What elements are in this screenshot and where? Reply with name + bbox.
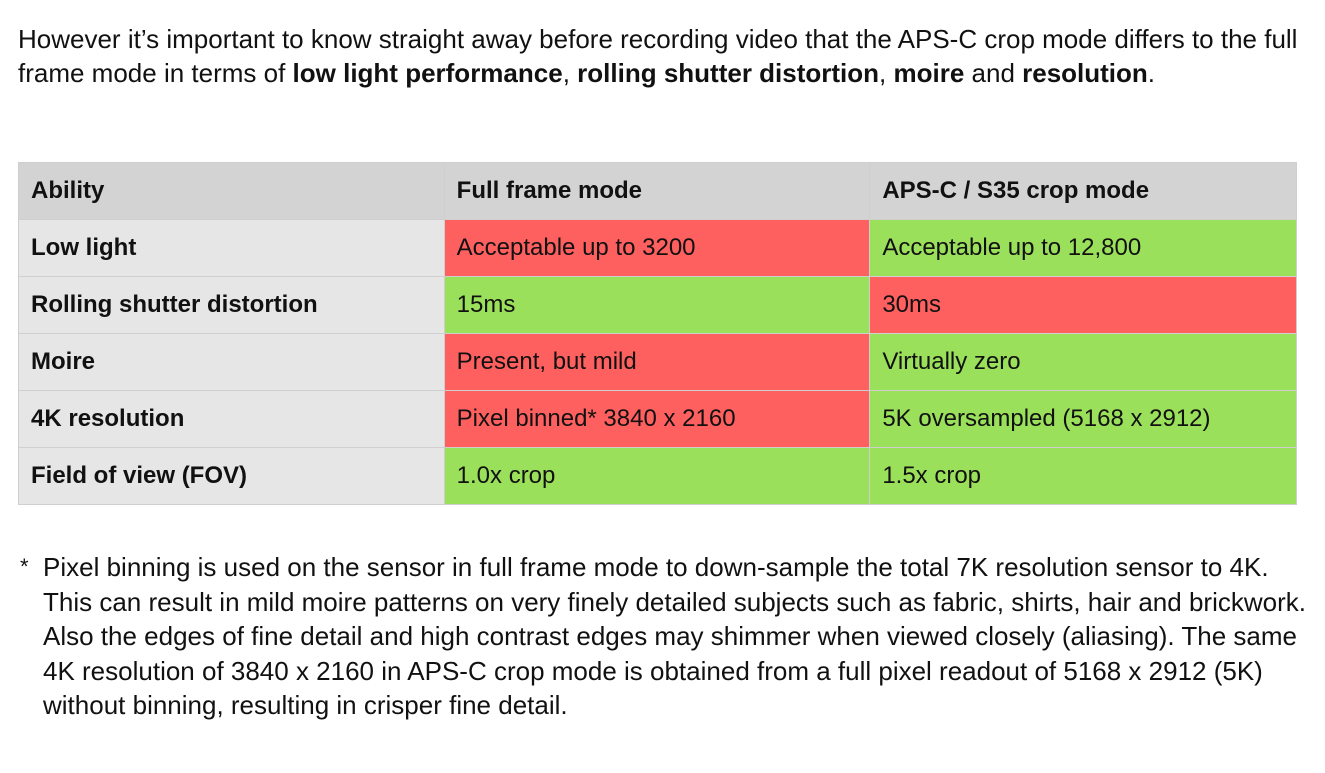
- bold-phrase: low light performance: [292, 58, 563, 88]
- header-row: Ability Full frame mode APS-C / S35 crop m…: [18, 162, 1297, 220]
- header-cell: Ability: [18, 162, 445, 220]
- row-label: Rolling shutter distortion: [18, 276, 445, 334]
- value-cell: Acceptable up to 12,800: [869, 219, 1297, 277]
- text-run: ,: [879, 58, 894, 88]
- text-run: ,: [562, 58, 578, 88]
- footnote: * Pixel binning is used on the sensor in…: [18, 550, 1318, 723]
- value-cell: Virtually zero: [869, 333, 1297, 391]
- row-label: Field of view (FOV): [18, 447, 445, 505]
- row-label: Moire: [18, 333, 445, 391]
- row-label: 4K resolution: [18, 390, 445, 448]
- header-cell: APS-C / S35 crop mode: [869, 162, 1297, 220]
- value-cell: 5K oversampled (5168 x 2912): [869, 390, 1297, 448]
- text-run: and: [964, 58, 1023, 88]
- value-cell: 15ms: [443, 276, 871, 334]
- value-cell: Pixel binned* 3840 x 2160: [443, 390, 871, 448]
- table-row: 4K resolution Pixel binned* 3840 x 2160 5K…: [18, 390, 1297, 448]
- bold-phrase: rolling shutter distortion: [577, 58, 880, 88]
- value-cell: Acceptable up to 3200: [443, 219, 871, 277]
- table-row: Field of view (FOV) 1.0x crop 1.5x crop: [18, 447, 1297, 505]
- value-cell: Present, but mild: [443, 333, 871, 391]
- value-cell: 30ms: [869, 276, 1297, 334]
- bold-phrase: moire: [893, 58, 965, 88]
- comparison-table: Ability Full frame mode APS-C / S35 crop m…: [18, 162, 1297, 505]
- footnote-text: Pixel binning is used on the sensor in f…: [43, 552, 1306, 720]
- value-cell: 1.0x crop: [443, 447, 871, 505]
- header-cell: Full frame mode: [443, 162, 871, 220]
- table-row: Low light Acceptable up to 3200 Acceptable…: [18, 219, 1297, 277]
- bold-phrase: resolution: [1022, 58, 1148, 88]
- table-row: Rolling shutter distortion 15ms 30ms: [18, 276, 1297, 334]
- table-row: Moire Present, but mild Virtually zero: [18, 333, 1297, 391]
- row-label: Low light: [18, 219, 445, 277]
- footnote-marker: *: [20, 554, 29, 579]
- text-run: .: [1147, 58, 1156, 88]
- value-cell: 1.5x crop: [869, 447, 1297, 505]
- text-run: However it’s important to know straight …: [18, 24, 1298, 88]
- intro-paragraph: However it’s important to know straight …: [18, 22, 1313, 90]
